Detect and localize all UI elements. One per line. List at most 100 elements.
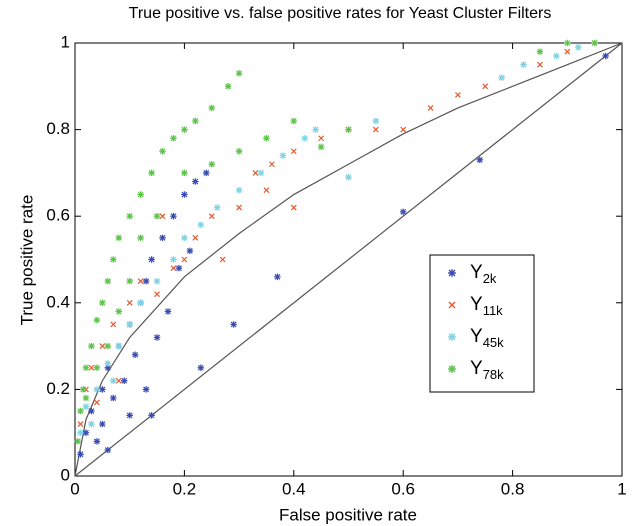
point xyxy=(263,135,270,142)
point xyxy=(498,74,505,81)
point xyxy=(263,187,270,194)
point xyxy=(564,48,571,55)
point xyxy=(181,234,188,242)
y-tick-label: 0.6 xyxy=(46,206,70,225)
point xyxy=(88,342,95,350)
point xyxy=(170,212,177,220)
legend-label: Y2k xyxy=(470,262,497,286)
point xyxy=(159,213,166,220)
point xyxy=(537,61,543,68)
point xyxy=(317,143,325,151)
point xyxy=(153,277,161,285)
y-axis-label: True positive rate xyxy=(17,195,36,326)
legend-name: Y xyxy=(470,262,483,283)
point xyxy=(115,342,123,350)
point xyxy=(318,135,325,142)
point xyxy=(235,148,243,155)
point xyxy=(126,321,133,328)
point xyxy=(192,234,199,241)
point xyxy=(175,264,183,272)
legend-subscript: 2k xyxy=(483,271,497,286)
point xyxy=(153,212,161,220)
point xyxy=(82,429,90,436)
legend-marker xyxy=(448,301,456,309)
y-tick-label: 0.4 xyxy=(46,292,70,311)
point xyxy=(74,438,81,445)
point xyxy=(268,161,275,168)
point xyxy=(235,70,243,77)
point xyxy=(79,386,87,393)
point xyxy=(99,420,106,428)
point xyxy=(219,256,226,263)
legend-box xyxy=(429,254,535,393)
point xyxy=(400,126,407,133)
point xyxy=(88,407,95,415)
point xyxy=(99,299,106,307)
point xyxy=(170,135,177,142)
point xyxy=(154,291,160,298)
point xyxy=(399,208,407,216)
point xyxy=(164,308,172,315)
point xyxy=(564,39,571,47)
point xyxy=(153,334,161,341)
point xyxy=(148,256,155,263)
point xyxy=(110,321,117,328)
point xyxy=(142,277,150,285)
point xyxy=(427,105,434,111)
point xyxy=(482,83,489,90)
point xyxy=(170,256,177,263)
point xyxy=(274,273,281,281)
point xyxy=(120,377,128,384)
point xyxy=(137,191,144,198)
point xyxy=(170,265,177,272)
point xyxy=(257,169,265,177)
point xyxy=(454,92,461,98)
point xyxy=(252,169,259,176)
point xyxy=(137,299,144,307)
point xyxy=(93,438,101,445)
reference-curve xyxy=(74,42,623,477)
point xyxy=(77,429,84,436)
point xyxy=(192,117,199,125)
reference-curve xyxy=(74,42,623,477)
legend-label: Y78k xyxy=(470,358,504,382)
point xyxy=(208,160,215,168)
point xyxy=(104,446,112,454)
point xyxy=(192,178,199,185)
point xyxy=(93,386,101,393)
legend-name: Y xyxy=(470,326,483,347)
point xyxy=(520,61,527,68)
point xyxy=(99,386,106,393)
point xyxy=(159,234,166,242)
point xyxy=(197,364,205,371)
point xyxy=(181,126,188,133)
x-tick-label: 0.6 xyxy=(391,479,415,498)
point xyxy=(93,316,101,324)
point xyxy=(345,126,352,133)
y-tick-label: 0.2 xyxy=(46,379,70,398)
point xyxy=(82,403,90,410)
point xyxy=(372,126,379,133)
point xyxy=(148,169,155,177)
point xyxy=(126,277,133,285)
point xyxy=(159,148,166,155)
point xyxy=(77,407,84,415)
chart-title: True positive vs. false positive rates f… xyxy=(129,5,552,22)
point xyxy=(99,343,106,350)
point xyxy=(110,377,117,384)
x-tick-label: 0.2 xyxy=(173,479,197,498)
point xyxy=(279,152,287,159)
x-tick-label: 0 xyxy=(70,479,79,498)
point xyxy=(82,394,90,402)
point xyxy=(208,213,215,220)
point xyxy=(236,204,243,211)
point xyxy=(213,204,221,211)
x-tick-label: 0.4 xyxy=(282,479,306,498)
point xyxy=(372,117,380,125)
point xyxy=(553,52,560,60)
point xyxy=(312,126,319,133)
legend-marker xyxy=(448,365,456,373)
point xyxy=(290,204,297,211)
point xyxy=(230,321,237,328)
legend-name: Y xyxy=(470,294,483,315)
